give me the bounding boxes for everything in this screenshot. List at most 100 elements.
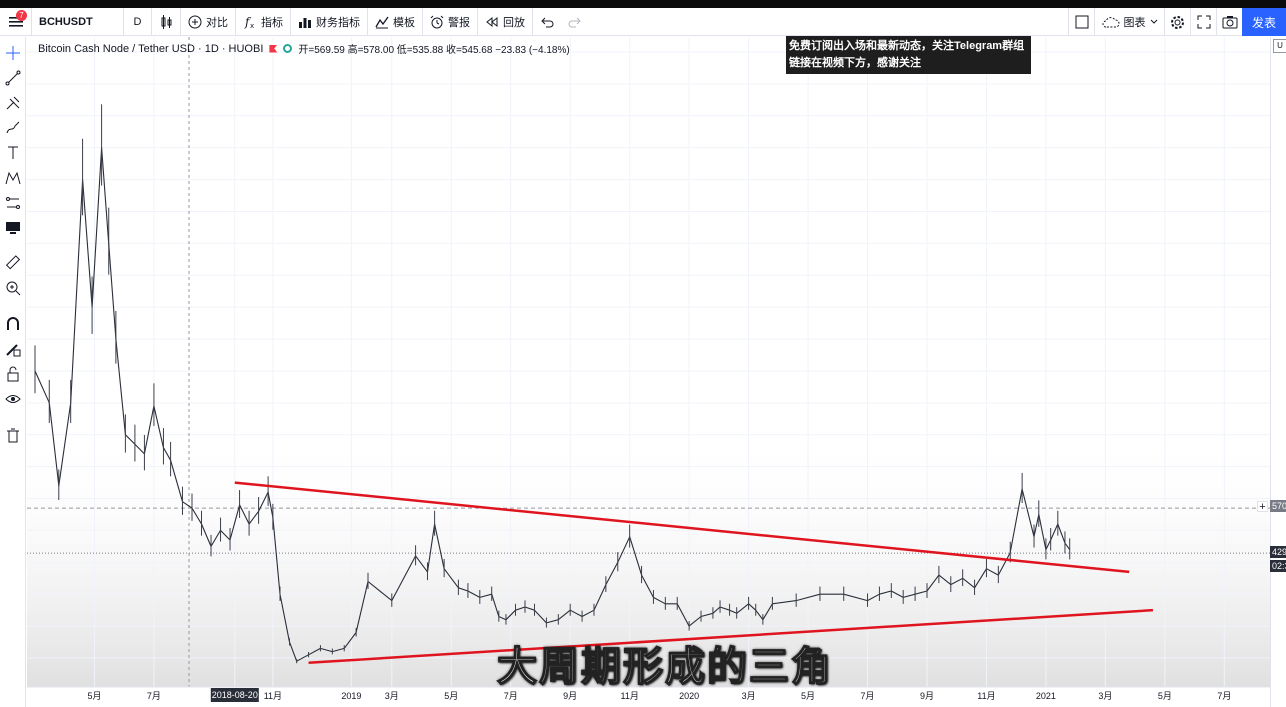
alert-button[interactable]: 警报 (423, 7, 478, 36)
crosshair-icon (6, 46, 20, 60)
price-line (34, 147, 1071, 662)
cloud-icon (1102, 17, 1119, 28)
chart-style-button[interactable] (152, 7, 181, 36)
time-tick-label: 5月 (87, 691, 101, 701)
time-tick-label: 2021 (1036, 691, 1056, 701)
reference-lines (27, 507, 1270, 554)
trendline-tool[interactable] (3, 68, 23, 88)
price-series (34, 104, 1071, 664)
time-tick-label: 3月 (385, 691, 399, 701)
time-tick-label: 3月 (742, 691, 756, 701)
text-tool[interactable] (3, 143, 23, 163)
candles-icon (161, 14, 172, 29)
gear-icon (1171, 15, 1184, 29)
financials-button[interactable]: 财务指标 (291, 7, 368, 36)
prediction-icon (6, 197, 20, 209)
market-status-icon (283, 44, 293, 53)
zoom-tool[interactable] (3, 278, 23, 298)
bar-chart-icon (299, 17, 311, 28)
time-tick-label: 9月 (920, 691, 934, 701)
snapshot-button[interactable] (1216, 8, 1242, 36)
text-icon (8, 146, 18, 159)
pitchfork-tool[interactable] (3, 93, 23, 113)
measure-tool[interactable] (3, 253, 23, 273)
price-axis-panel[interactable]: U (1270, 37, 1286, 707)
prediction-tool[interactable] (3, 193, 23, 213)
magnet-icon (7, 317, 19, 330)
notification-badge: 7 (16, 9, 27, 21)
expand-icon (1197, 15, 1210, 29)
stay-drawing-tool[interactable] (3, 339, 23, 359)
compare-button[interactable]: 对比 (181, 7, 236, 36)
templates-button[interactable]: 模板 (368, 7, 423, 36)
camera-icon (1222, 16, 1237, 29)
time-tick-label: 11月 (264, 691, 282, 701)
plot-background (27, 37, 1270, 687)
time-tick-label: 2019 (341, 691, 361, 701)
time-tick-label: 7月 (504, 691, 518, 701)
replay-button[interactable]: 回放 (478, 7, 533, 36)
expand-button[interactable] (1190, 8, 1216, 36)
icons-tool[interactable] (3, 218, 23, 238)
symbol-title: Bitcoin Cash Node / Tether USD · 1D · HU… (38, 42, 264, 55)
hamburger-icon (8, 16, 23, 27)
crosshair-date-label: 2018-08-20 (212, 690, 258, 700)
redo-button[interactable] (561, 8, 589, 36)
flag-icon[interactable] (269, 44, 278, 53)
time-tick-label: 9月 (563, 691, 577, 701)
x-grid (93, 37, 1225, 687)
y-grid (27, 51, 1270, 659)
pattern-tool[interactable] (3, 168, 23, 188)
replay-label: 回放 (503, 16, 525, 29)
pencil-lock-icon (6, 344, 21, 357)
last-price-label: 429 (1270, 546, 1286, 558)
interval-button[interactable]: D (124, 7, 152, 36)
templates-label: 模板 (393, 16, 415, 29)
time-tick-label: 11月 (977, 691, 995, 701)
current-price-label: 570 (1270, 500, 1286, 512)
lock-tool[interactable] (3, 364, 23, 384)
trendline[interactable] (234, 481, 1130, 574)
time-tick-label: 5月 (1158, 691, 1172, 701)
layout-button[interactable]: 图表 (1094, 8, 1164, 36)
symbol-search[interactable]: BCHUSDT (32, 7, 124, 36)
alarm-clock-icon (430, 15, 444, 28)
time-tick-label: 7月 (1217, 691, 1231, 701)
auto-scale-button[interactable]: U (1273, 39, 1286, 53)
unlock-icon (7, 366, 19, 382)
svg-text:f: f (244, 15, 252, 29)
trendline-icon (5, 70, 21, 86)
undo-icon (541, 17, 554, 27)
remove-drawings-tool[interactable] (3, 425, 23, 445)
ohlc-values: 开=569.59 高=578.00 低=535.88 收=545.68 −23.… (298, 45, 570, 56)
hide-drawings-tool[interactable] (3, 389, 23, 409)
interval-label: D (133, 15, 142, 28)
eye-icon (5, 395, 21, 403)
indicators-label: 指标 (261, 16, 283, 29)
symbol-label: BCHUSDT (39, 15, 93, 28)
publish-button[interactable]: 发表 (1242, 8, 1286, 36)
ruler-icon (5, 255, 21, 270)
drawing-toolbar (0, 37, 26, 707)
time-tick-label: 5月 (801, 691, 815, 701)
undo-button[interactable] (533, 8, 561, 36)
brush-tool[interactable] (3, 118, 23, 138)
countdown-label: 02:3 (1270, 560, 1286, 572)
templates-icon (375, 16, 389, 28)
crosshair-tool[interactable] (3, 43, 23, 63)
fullscreen-toggle-button[interactable] (1068, 8, 1094, 36)
settings-button[interactable] (1164, 8, 1190, 36)
time-tick-label: 7月 (861, 691, 875, 701)
top-strip (0, 0, 1286, 8)
magnet-tool[interactable] (3, 314, 23, 334)
menu-button[interactable]: 7 (0, 7, 32, 36)
chevron-down-icon (1150, 19, 1157, 24)
crosshair-date-bg (210, 688, 259, 702)
zoom-in-icon (6, 281, 21, 296)
layout-label: 图表 (1123, 17, 1146, 29)
add-alert-button[interactable]: + (1257, 501, 1268, 513)
